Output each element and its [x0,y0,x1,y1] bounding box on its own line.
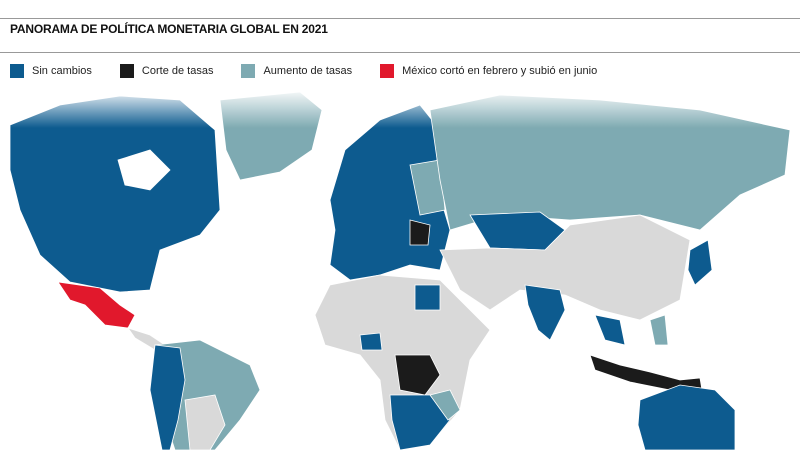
legend-item: México cortó en febrero y subió en junio [380,64,597,78]
japan [687,239,713,286]
india [524,284,566,341]
legend-swatch [10,64,24,78]
legend-label: Sin cambios [32,65,92,77]
top-rule [0,18,800,19]
romania [409,219,431,246]
legend-label: Corte de tasas [141,65,214,77]
legend-item: Aumento de tasas [241,64,352,78]
southern-cone [184,394,226,450]
world-map [0,88,800,450]
legend: Sin cambios Corte de tasas Aumento de tasa… [10,64,625,78]
eastern-europe [409,159,446,216]
legend-swatch [241,64,256,78]
title: PANORAMA DE POLÍTICA MONETARIA GLOBAL EN… [10,22,328,36]
egypt [414,284,441,311]
countries [9,91,791,450]
legend-label: Aumento de tasas [263,65,353,77]
philippines [649,314,669,346]
hudson-bay [117,149,171,191]
legend-item: Sin cambios [10,64,92,78]
nigeria [359,332,383,351]
title-rule [0,52,800,53]
congo [394,354,441,396]
asia [439,214,691,321]
thailand [594,314,626,346]
andean-countries [149,344,186,450]
mozambique [429,389,461,421]
legend-swatch [380,64,395,78]
indonesia [589,354,703,391]
legend-item: Corte de tasas [119,64,214,78]
top-fade [0,88,800,128]
legend-label: México cortó en febrero y subió en junio [402,65,598,77]
legend-swatch [119,64,134,78]
australia [637,384,736,450]
